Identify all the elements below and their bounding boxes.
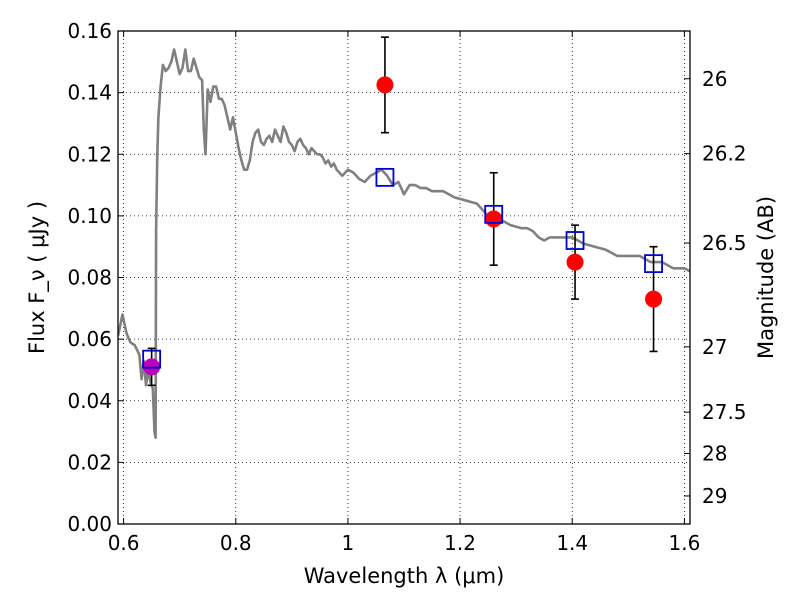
model-square [142,349,162,369]
right-tick-label: 29 [702,484,727,508]
data-point [376,76,394,94]
right-tick-label: 27.5 [702,400,747,424]
x-tick-label: 1 [342,531,355,555]
spectrum-layer [118,48,690,439]
grid [118,31,690,524]
y-tick-label: 0.02 [67,450,112,474]
model-square [565,231,585,250]
x-tick-label: 0.6 [108,531,140,555]
right-tick-label: 28 [702,441,727,465]
spectrum-line [118,48,690,439]
right-tick-label: 26.5 [702,231,747,255]
markers-layer [142,36,663,387]
y-axis-title: Flux F_ν ( μJy ) [25,201,50,354]
data-point [485,210,503,228]
x-tick-label: 0.8 [220,531,252,555]
y-tick-label: 0.04 [67,389,112,413]
data-point [566,253,584,271]
x-axis-title: Wavelength λ (μm) [304,564,505,588]
model-square [644,254,663,274]
ticks: 0.6 0.8 1 1.2 1.4 1.6 0.00 0.02 0.04 0.06 0.08 0.10… [67,19,746,555]
model-square [375,167,395,187]
model-square [484,204,504,224]
y-tick-label: 0.08 [67,266,112,290]
x-tick-label: 1.6 [668,531,700,555]
y-tick-label: 0.12 [67,142,112,166]
y-tick-label: 0.06 [67,327,112,351]
right-tick-label: 26.2 [702,142,747,166]
y-tick-label: 0.16 [67,19,112,43]
right-tick-label: 27 [702,335,727,359]
y-tick-label: 0.14 [67,81,112,105]
right-tick-label: 26 [702,67,727,91]
x-tick-label: 1.2 [444,531,476,555]
x-tick-label: 1.4 [556,531,588,555]
data-point [645,290,663,308]
y-tick-label: 0.00 [67,512,112,536]
right-axis-title: Magnitude (AB) [754,196,778,359]
y-tick-label: 0.10 [67,204,112,228]
